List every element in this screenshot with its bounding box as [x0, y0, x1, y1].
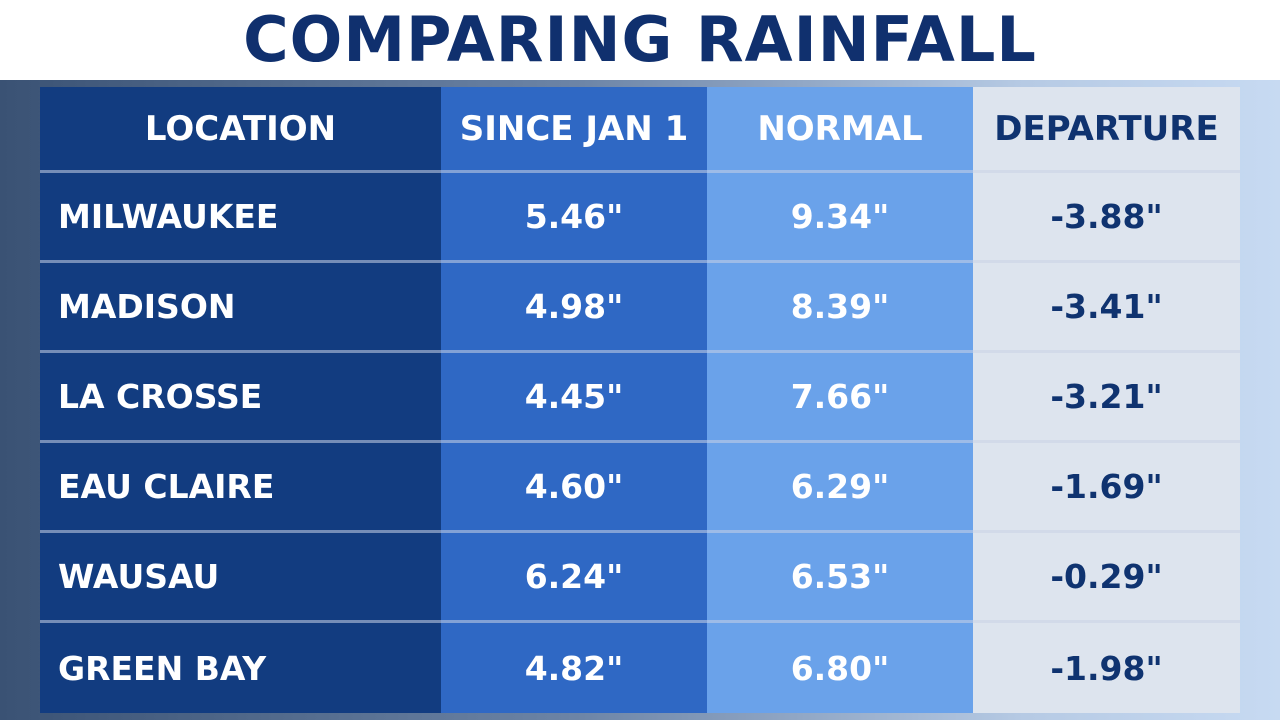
normal-cell: 6.29": [707, 443, 973, 533]
since-jan-1-cell: 6.24": [441, 533, 707, 623]
normal-cell: 8.39": [707, 263, 973, 353]
location-cell: LA CROSSE: [40, 353, 441, 443]
location-cell: EAU CLAIRE: [40, 443, 441, 533]
header-normal: NORMAL: [707, 87, 973, 173]
location-cell: WAUSAU: [40, 533, 441, 623]
title-bar: COMPARING RAINFALL: [0, 0, 1280, 80]
since-jan-1-cell: 4.45": [441, 353, 707, 443]
departure-cell: -3.21": [973, 353, 1240, 443]
since-jan-1-cell: 4.98": [441, 263, 707, 353]
departure-cell: -0.29": [973, 533, 1240, 623]
since-jan-1-cell: 5.46": [441, 173, 707, 263]
normal-cell: 9.34": [707, 173, 973, 263]
normal-cell: 6.53": [707, 533, 973, 623]
departure-cell: -1.98": [973, 623, 1240, 713]
header-since-jan-1: SINCE JAN 1: [441, 87, 707, 173]
location-cell: MADISON: [40, 263, 441, 353]
normal-cell: 7.66": [707, 353, 973, 443]
normal-cell: 6.80": [707, 623, 973, 713]
location-cell: MILWAUKEE: [40, 173, 441, 263]
header-location: LOCATION: [40, 87, 441, 173]
departure-cell: -1.69": [973, 443, 1240, 533]
departure-cell: -3.41": [973, 263, 1240, 353]
since-jan-1-cell: 4.82": [441, 623, 707, 713]
departure-cell: -3.88": [973, 173, 1240, 263]
page-title: COMPARING RAINFALL: [243, 3, 1037, 76]
since-jan-1-cell: 4.60": [441, 443, 707, 533]
location-cell: GREEN BAY: [40, 623, 441, 713]
rainfall-table: LOCATION SINCE JAN 1 NORMAL DEPARTURE MI…: [40, 87, 1240, 713]
header-departure: DEPARTURE: [973, 87, 1240, 173]
